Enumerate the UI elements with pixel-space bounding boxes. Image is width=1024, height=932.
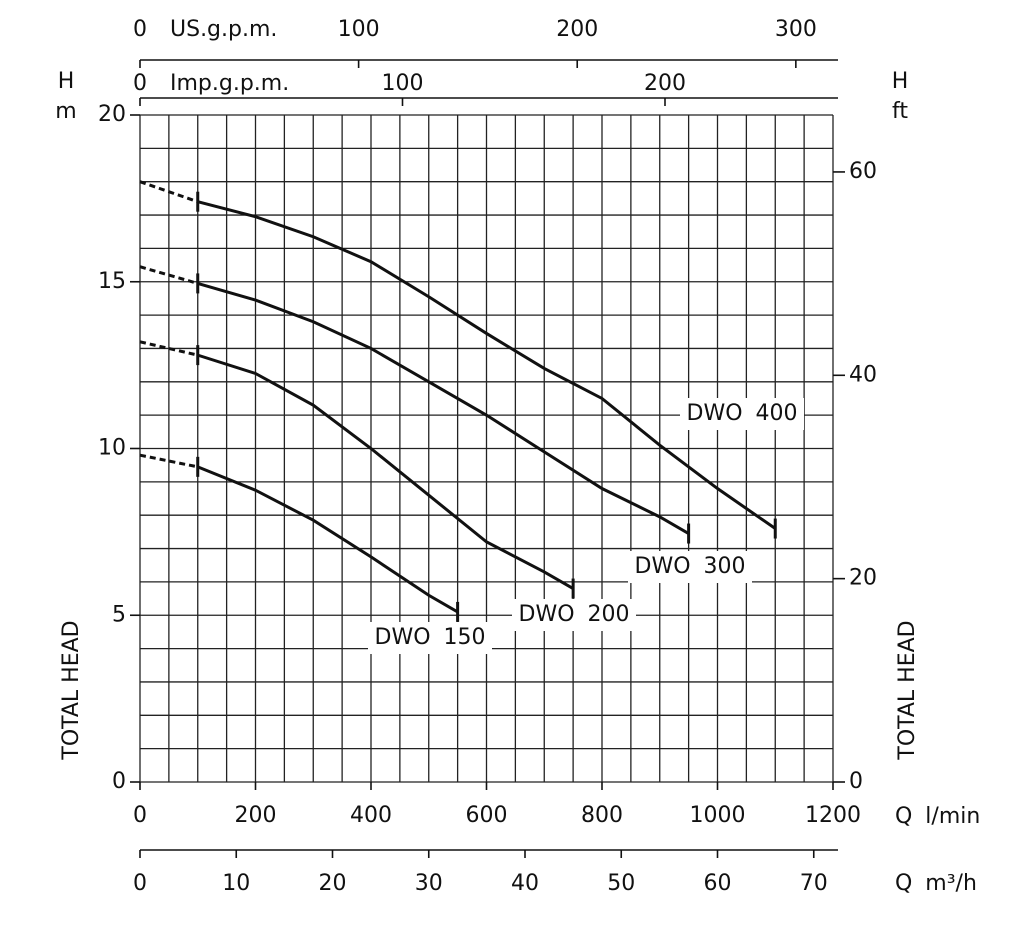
axis-tick-label: 70 (800, 871, 828, 896)
series-label: DWO 400 (687, 401, 798, 426)
y2-tick-label: 20 (849, 566, 877, 591)
y2-title: TOTAL HEAD (895, 620, 920, 760)
curve (197, 465, 459, 614)
series-label: DWO 150 (375, 625, 486, 650)
y2-label: ft (892, 99, 908, 124)
curve-dashed (139, 180, 199, 204)
y2-tick-label: 40 (849, 362, 877, 387)
curve (197, 353, 574, 590)
x-tick-label: 400 (350, 803, 392, 828)
top-axis-label: Imp.g.p.m. (170, 71, 289, 96)
bottom-axis-label: Q m³/h (895, 871, 977, 896)
axis-tick-label: 200 (644, 71, 686, 96)
y-title: TOTAL HEAD (59, 620, 84, 760)
label-background (680, 398, 804, 430)
axis-tick-label: 10 (222, 871, 250, 896)
axis-tick-label: 30 (415, 871, 443, 896)
axis-tick-label: 40 (511, 871, 539, 896)
x-tick-label: 600 (466, 803, 508, 828)
y2-tick-label: 60 (849, 159, 877, 184)
y-tick-label: 20 (98, 102, 126, 127)
x-tick-label: 0 (133, 803, 147, 828)
axis-tick-label: 200 (556, 17, 598, 42)
x-tick-label: 800 (581, 803, 623, 828)
axis-tick-label: 0 (133, 871, 147, 896)
curve-dashed (139, 265, 199, 285)
y-tick-label: 5 (112, 602, 126, 627)
series-label: DWO 200 (519, 602, 630, 627)
x-tick-label: 1200 (805, 803, 861, 828)
axis-tick-label: 300 (775, 17, 817, 42)
axis-tick-label: 20 (319, 871, 347, 896)
y-tick-label: 0 (112, 769, 126, 794)
axis-tick-label: 0 (133, 71, 147, 96)
axis-tick-label: 100 (338, 17, 380, 42)
x-label: Q l/min (895, 804, 980, 829)
series-label: DWO 300 (635, 554, 746, 579)
y-tick-label: 15 (98, 269, 126, 294)
curve (197, 281, 690, 535)
curve (197, 200, 777, 530)
label-background (512, 599, 636, 631)
axis-tick-label: 50 (607, 871, 635, 896)
x-tick-label: 1000 (690, 803, 746, 828)
x-tick-label: 200 (235, 803, 277, 828)
axis-tick-label: 100 (382, 71, 424, 96)
y2-tick-label: 0 (849, 769, 863, 794)
label-background (368, 622, 492, 654)
top-axis-label: US.g.p.m. (170, 17, 277, 42)
axis-tick-label: 0 (133, 17, 147, 42)
label-background (628, 551, 752, 583)
y-tick-label: 10 (98, 436, 126, 461)
axis-tick-label: 60 (704, 871, 732, 896)
y-symbol: H (58, 69, 75, 94)
y-label: m (55, 99, 76, 124)
y2-symbol: H (892, 69, 909, 94)
